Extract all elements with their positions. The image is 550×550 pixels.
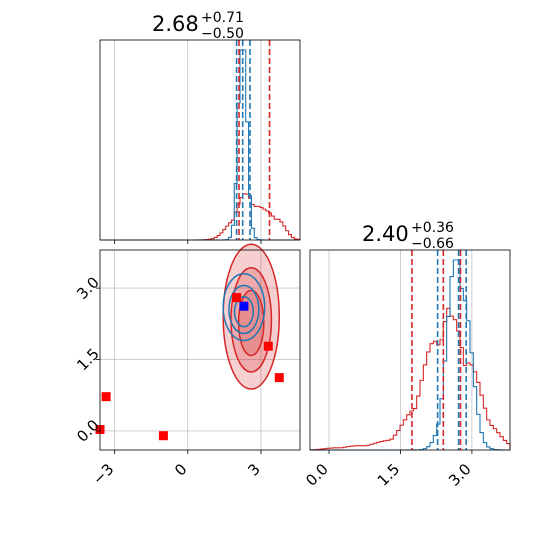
title-p0-value: 2.68 bbox=[152, 12, 199, 36]
joint-marker bbox=[263, 341, 273, 351]
contour-level bbox=[222, 273, 266, 342]
title-p0: 2.68 +0.71 −0.50 bbox=[152, 10, 244, 42]
marginal-p1-x-tick-label: 0.0 bbox=[302, 460, 332, 490]
joint-frame bbox=[99, 249, 301, 451]
joint-panel: −3 0 3 0.0 1.5 3.0 bbox=[73, 243, 301, 488]
contour-level bbox=[228, 284, 260, 335]
joint-marker bbox=[101, 392, 111, 402]
marginal-p1-frame bbox=[309, 249, 511, 451]
joint-marker bbox=[239, 301, 249, 311]
title-p1: 2.40 +0.36 −0.66 bbox=[362, 220, 454, 252]
joint-marker bbox=[158, 431, 168, 441]
title-p0-plus: +0.71 bbox=[201, 10, 244, 26]
joint-x-tick-label: 3 bbox=[244, 460, 263, 479]
joint-marker bbox=[274, 373, 284, 383]
joint-y-tick-label: 3.0 bbox=[73, 273, 103, 303]
histogram-series-0 bbox=[310, 259, 511, 451]
joint-x-tick-label: 0 bbox=[171, 460, 190, 479]
title-p0-minus: −0.50 bbox=[201, 26, 244, 42]
title-p1-plus: +0.36 bbox=[411, 220, 454, 236]
joint-marker bbox=[232, 293, 242, 303]
marginal-p0-frame bbox=[99, 39, 301, 241]
joint-y-tick-label: 1.5 bbox=[73, 345, 103, 375]
joint-x-tick-label: −3 bbox=[89, 460, 117, 488]
title-p1-minus: −0.66 bbox=[411, 236, 454, 252]
marginal-p1-panel: 0.0 1.5 3.0 bbox=[302, 249, 511, 490]
marginal-p1-x-tick-label: 3.0 bbox=[445, 460, 475, 490]
marginal-p0-panel bbox=[99, 39, 301, 244]
contour-level bbox=[237, 289, 265, 357]
histogram-series-1 bbox=[309, 307, 511, 451]
marginal-p1-x-tick-label: 1.5 bbox=[374, 460, 404, 490]
title-p1-value: 2.40 bbox=[362, 222, 409, 246]
joint-y-tick-label: 0.0 bbox=[73, 416, 103, 446]
contour-level bbox=[233, 295, 254, 328]
